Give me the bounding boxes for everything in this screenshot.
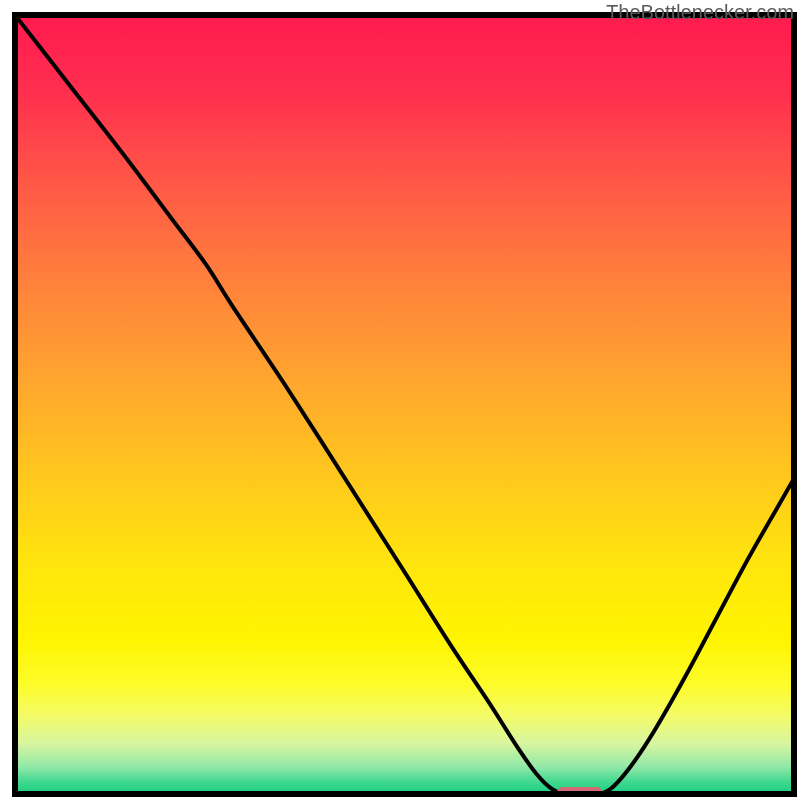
bottleneck-chart: [0, 0, 800, 800]
chart-canvas: TheBottlenecker.com: [0, 0, 800, 800]
watermark-text: TheBottlenecker.com: [606, 2, 794, 25]
plot-background: [15, 15, 794, 794]
